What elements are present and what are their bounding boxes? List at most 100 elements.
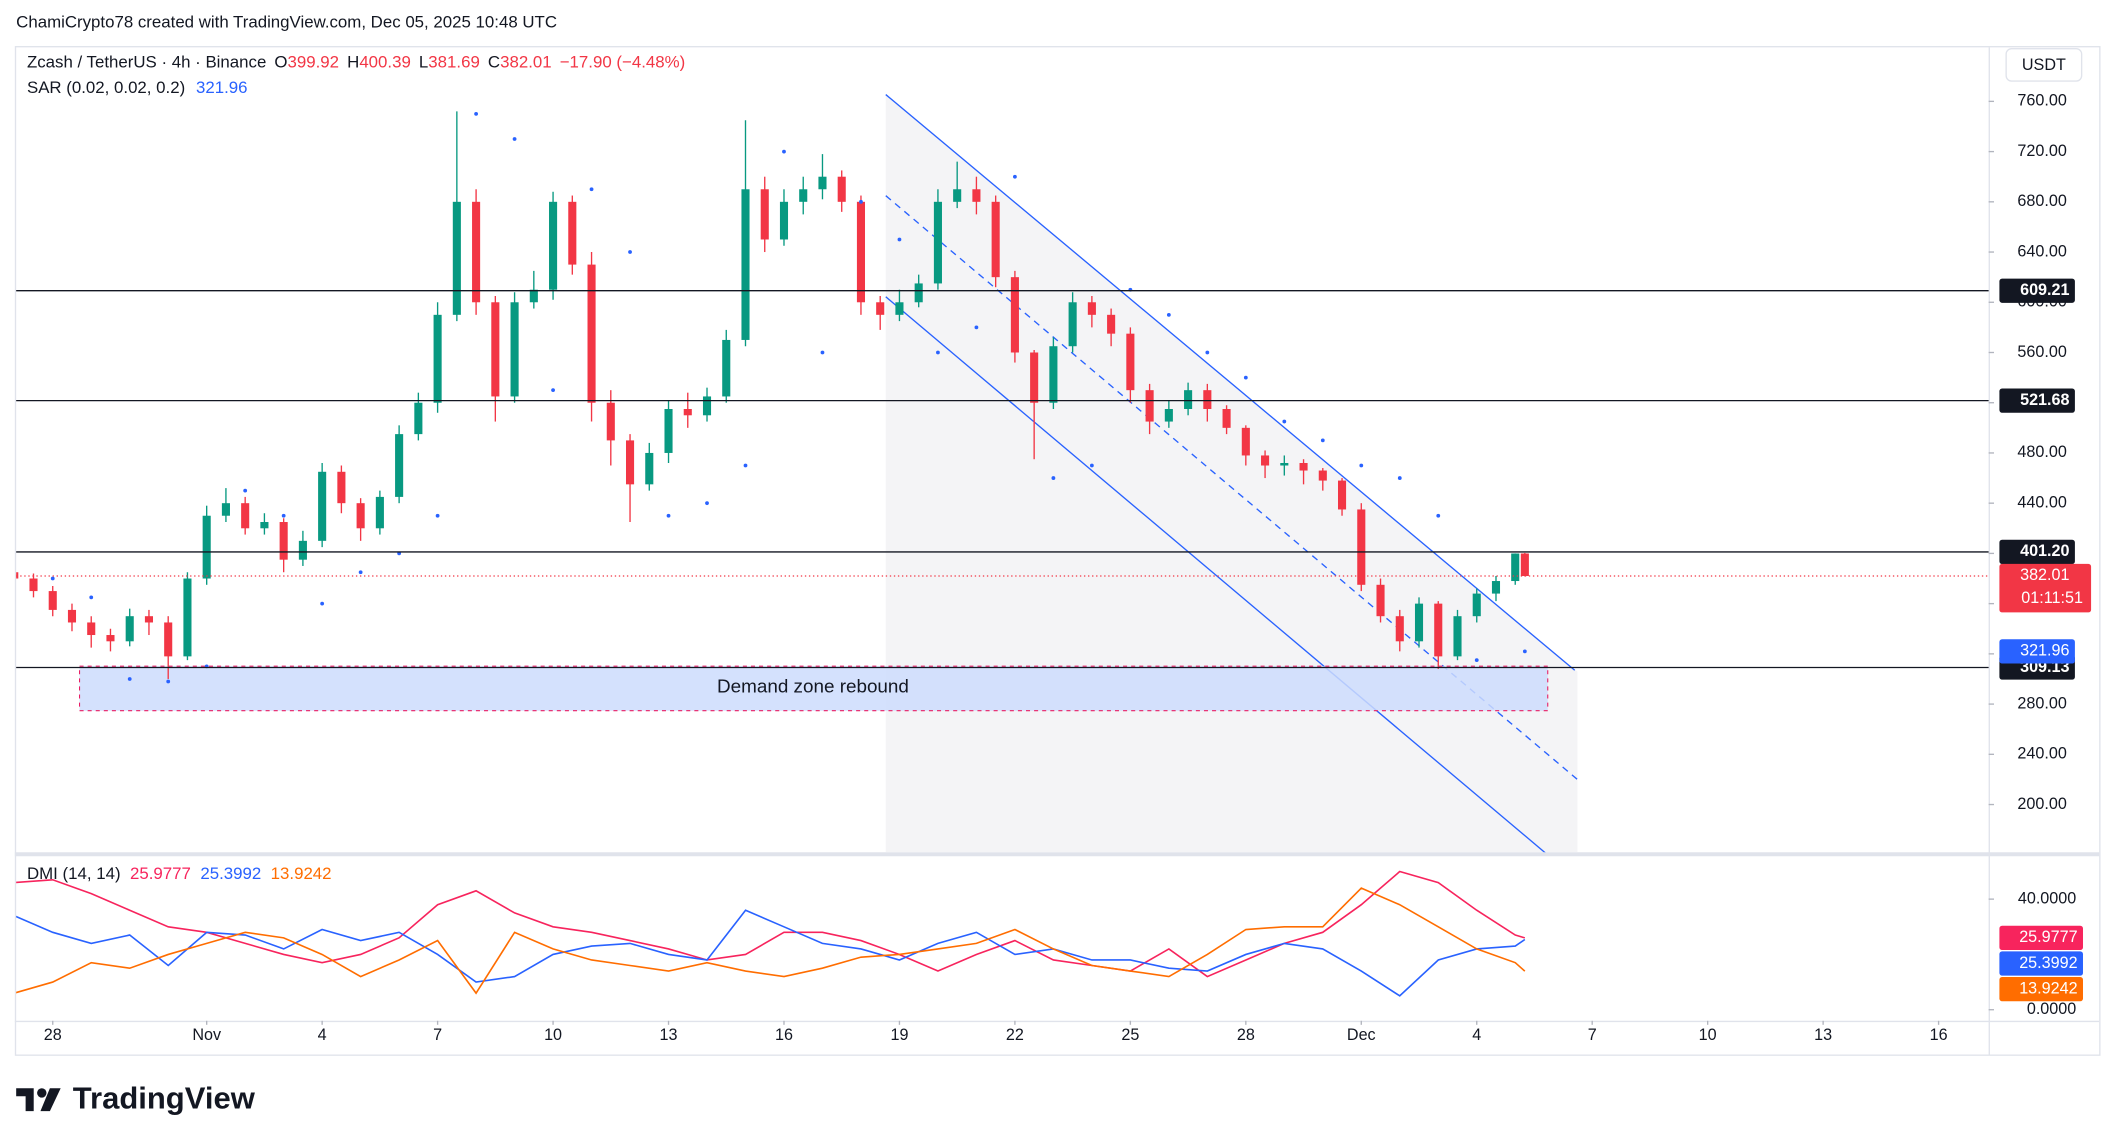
sar-dot	[358, 570, 363, 575]
candle-body	[183, 578, 192, 657]
sar-dot	[50, 576, 55, 581]
sar-value: 321.96	[196, 79, 248, 98]
candle-body	[606, 402, 615, 441]
candle-body	[452, 201, 461, 315]
candle-body	[337, 471, 346, 504]
level-label-box	[1999, 539, 2075, 565]
candle-body	[241, 503, 250, 529]
candle-body	[395, 434, 404, 497]
candle-body	[356, 503, 365, 529]
currency-label: USDT	[2022, 56, 2066, 74]
candle-body	[318, 471, 327, 541]
sar-dot	[1051, 476, 1056, 480]
dmi-value: 13.9242	[271, 865, 332, 884]
x-tick-label: 13	[660, 1026, 678, 1044]
logo-mark	[40, 1088, 61, 1112]
sar-dot	[243, 488, 248, 493]
sar-dot	[1397, 476, 1402, 480]
x-tick-label: Dec	[1347, 1026, 1376, 1044]
dmi-title: DMI (14, 14)	[27, 865, 121, 884]
sar-dot	[705, 501, 709, 506]
dmi-line	[16, 887, 1526, 995]
y-tick-label: 200.00	[2017, 795, 2066, 813]
y-tick-label: 240.00	[2017, 745, 2066, 763]
level-label: 521.68	[2020, 391, 2069, 409]
ohlc-value: 399.92	[288, 53, 340, 72]
axes: 200.00240.00280.00320.00360.00400.00440.…	[16, 92, 2092, 1044]
symbol-title: Zcash / TetherUS · 4h · Binance	[27, 53, 266, 72]
sar-dot	[1205, 350, 1210, 355]
dmi-label: 13.9242	[2019, 979, 2077, 997]
brand: TradingView	[73, 1081, 256, 1116]
candle-body	[221, 503, 230, 516]
candle-body	[1491, 581, 1501, 594]
last-price-box	[1999, 563, 2092, 613]
candle-body	[1261, 455, 1270, 466]
sar-dot	[666, 513, 671, 518]
zone-label: Demand zone rebound	[717, 676, 909, 697]
dmi-pane	[16, 870, 1526, 997]
ohlc-key: O	[274, 53, 287, 72]
candle-body	[1222, 409, 1231, 428]
candle-body	[1395, 616, 1404, 642]
candle-body	[1107, 314, 1116, 334]
candle-body	[67, 609, 77, 623]
dmi-legend: DMI (14, 14) 25.9777 25.3992 13.9242	[27, 865, 332, 884]
candle-body	[799, 189, 808, 202]
sar-dot	[1013, 174, 1017, 179]
candle-body	[1337, 480, 1347, 510]
candle-body	[702, 396, 712, 416]
sar-dot	[551, 388, 555, 393]
candle-body	[895, 302, 904, 315]
ohlc-value: 381.69	[428, 53, 480, 72]
channel	[885, 94, 1578, 853]
candle-body	[645, 452, 654, 485]
candle-body	[472, 201, 481, 303]
candle-body	[375, 496, 384, 529]
candle-body	[837, 176, 846, 202]
sar-label-box	[1999, 639, 2075, 664]
sar-dot	[1436, 513, 1441, 518]
sar-dot	[1522, 649, 1527, 654]
candle-body	[1414, 603, 1424, 642]
logo-mark	[16, 1088, 34, 1112]
y-tick-label: 280.00	[2017, 694, 2066, 712]
candle-body	[1010, 277, 1019, 353]
change: −17.90 (−4.48%)	[560, 53, 685, 72]
candle-body	[1511, 553, 1520, 582]
candle-body	[125, 616, 134, 642]
logo-dot	[37, 1088, 47, 1098]
x-tick-label: 4	[318, 1026, 327, 1044]
sar-dot	[1282, 419, 1287, 424]
price-pane	[16, 111, 1529, 684]
dmi-value: 25.3992	[200, 865, 261, 884]
candle-body	[856, 201, 866, 303]
dmi-label: 25.3992	[2019, 954, 2077, 972]
candle-body	[529, 289, 538, 303]
y-tick-label: 760.00	[2017, 92, 2066, 110]
x-tick-label: 28	[44, 1026, 62, 1044]
sar-dot	[820, 350, 825, 355]
candle-body	[741, 189, 750, 340]
channel-lower	[885, 296, 1546, 853]
sar-legend: SAR (0.02, 0.02, 0.2) 321.96	[27, 79, 248, 98]
candle-body	[164, 622, 173, 657]
currency-button[interactable]	[2005, 48, 2083, 82]
candle-body	[933, 201, 942, 284]
logo-icon	[16, 1088, 61, 1112]
candle-body	[144, 616, 154, 623]
candle-body	[298, 540, 307, 560]
candle-body	[972, 189, 981, 202]
candle-body	[1376, 584, 1385, 617]
candle-body	[202, 515, 211, 579]
candle-body	[664, 409, 673, 453]
ohlc-key: L	[419, 53, 428, 72]
candle-body	[1520, 553, 1529, 576]
candle-body	[433, 314, 442, 403]
x-tick-label: 16	[1930, 1026, 1948, 1044]
sar-dot	[936, 350, 940, 355]
sar-dot	[628, 250, 632, 254]
symbol-legend: Zcash / TetherUS · 4h · Binance O399.92 H4…	[27, 53, 685, 72]
sar-dot	[512, 137, 517, 141]
